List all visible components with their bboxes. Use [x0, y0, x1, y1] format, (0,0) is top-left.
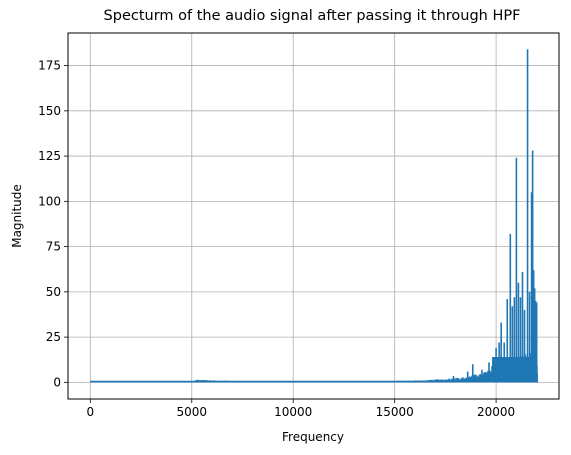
y-tick-label: 175	[38, 59, 61, 73]
x-tick-label: 20000	[477, 405, 515, 419]
y-axis-label: Magnitude	[10, 184, 24, 248]
y-axis-ticks: 0 25 50 75 100 125 150 175	[38, 59, 68, 389]
y-tick-label: 0	[53, 375, 61, 389]
y-tick-label: 50	[46, 285, 61, 299]
x-tick-label: 15000	[376, 405, 414, 419]
x-tick-label: 10000	[274, 405, 312, 419]
y-tick-label: 25	[46, 330, 61, 344]
spectrum-noise	[89, 348, 539, 383]
plot-area	[89, 49, 539, 383]
x-axis-label: Frequency	[282, 430, 344, 444]
grid-lines	[68, 33, 559, 399]
plot-frame	[67, 32, 560, 400]
x-axis-ticks: 0 5000 10000 15000 20000	[86, 399, 515, 419]
y-tick-label: 150	[38, 104, 61, 118]
y-tick-label: 100	[38, 194, 61, 208]
x-tick-label: 5000	[176, 405, 207, 419]
x-tick-label: 0	[86, 405, 94, 419]
chart-title: Specturm of the audio signal after passi…	[104, 8, 521, 24]
y-tick-label: 125	[38, 149, 61, 163]
y-tick-label: 75	[46, 240, 61, 254]
